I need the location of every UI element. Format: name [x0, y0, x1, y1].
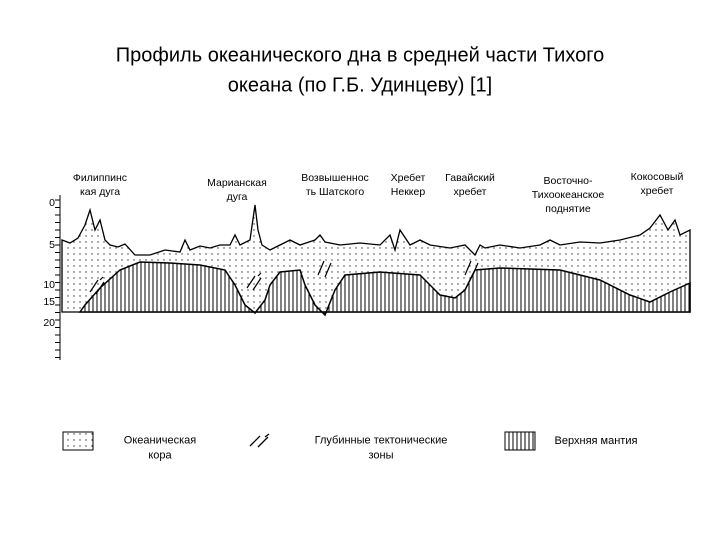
legend-mantle-swatch [504, 431, 536, 451]
region-label: дуга [227, 191, 248, 203]
region-label: Тихоокеанское [532, 189, 605, 201]
legend-fault-icon [249, 433, 270, 448]
region-label: Гавайский [445, 172, 495, 184]
title-line: океана (по Г.Б. Удинцеву) [1] [228, 74, 492, 96]
region-label: хребет [453, 186, 486, 198]
depth-label: 15 [43, 296, 55, 308]
title-line: Профиль океанического дна в средней част… [116, 44, 604, 66]
fault-zones [89, 260, 479, 295]
legend-label: зоны [368, 449, 393, 461]
upper-mantle [78, 261, 691, 317]
region-label: Неккер [391, 186, 426, 198]
region-label: Марианская [207, 177, 267, 189]
region-label: кая дуга [80, 186, 120, 198]
profile [59, 195, 691, 360]
depth-label: 10 [43, 279, 55, 291]
region-label: Возвышенноc [301, 172, 369, 184]
region-label: Кокосовый [631, 171, 684, 183]
depth-label: 5 [49, 239, 55, 251]
legend-shapes [62, 431, 536, 451]
region-label: хребет [640, 185, 673, 197]
region-label: Филиппинс [73, 172, 127, 184]
depth-label: 20 [43, 317, 55, 329]
depth-label: 0 [49, 197, 55, 209]
legend-label: кора [148, 449, 172, 461]
legend-label: Верхняя мантия [555, 435, 638, 447]
legend-label: Глубинные тектонические [315, 434, 448, 446]
region-label: ть Шатского [306, 186, 365, 198]
region-label: Восточно- [544, 175, 594, 187]
legend-label: Океаническая [124, 434, 196, 446]
region-label: Хребет [391, 172, 426, 184]
legend-crust-swatch [62, 431, 94, 451]
region-label: поднятие [545, 203, 591, 215]
